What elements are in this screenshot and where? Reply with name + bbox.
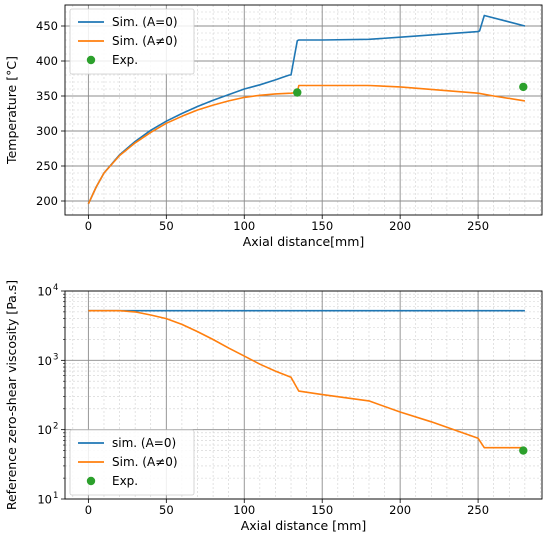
y-tick-label: 250 [36,159,58,173]
x-tick-label: 150 [311,503,333,517]
legend-label: sim. (A=0) [112,436,176,450]
x-tick-label: 0 [85,219,92,233]
legend-box [69,8,195,75]
legend-item: Sim. (A≠0) [78,34,178,48]
x-tick-label: 100 [233,219,255,233]
series-line-2 [87,84,526,205]
y-tick-base: 10 [37,285,52,299]
y-tick-base: 10 [37,423,52,437]
x-axis-label: Axial distance [mm] [241,518,367,533]
legend-label: Sim. (A≠0) [112,455,178,469]
legend-item: Sim. (A=0) [78,15,178,29]
legend-marker-swatch [86,476,96,486]
legend-item: sim. (A=0) [78,436,176,450]
x-tick-label: 150 [311,219,333,233]
legend-marker-swatch [86,55,96,65]
x-tick-label: 100 [233,503,255,517]
data-point [519,446,528,455]
y-tick-exponent: 4 [53,283,58,293]
x-tick-label: 250 [467,503,489,517]
y-tick-exponent: 1 [53,491,58,501]
data-point [293,88,302,97]
x-tick-label: 0 [85,503,92,517]
y-tick-label: 400 [36,54,58,68]
legend-item: Exp. [86,474,138,488]
x-tick-label: 50 [159,219,174,233]
temperature-plot: 0 50 100 150 200 250 200 250 300 350 400 450 Axial d… [4,4,543,249]
x-tick-label: 50 [159,503,174,517]
legend: Sim. (A=0) Sim. (A≠0) Exp. [69,8,195,75]
x-tick-label: 200 [389,503,411,517]
x-tick-label: 250 [467,219,489,233]
y-axis-label: Reference zero-shear viscosity [Pa.s] [4,280,19,510]
legend-box [69,429,195,496]
y-tick-label: 10 [37,493,52,507]
legend-item: Sim. (A≠0) [78,455,178,469]
y-tick-exponent: 2 [53,422,58,432]
y-tick-base: 10 [37,493,52,507]
x-axis-label: Axial distance[mm] [243,234,365,249]
legend-label: Exp. [112,53,138,67]
series-line-1 [87,14,526,205]
y-tick-label: 10 [37,423,52,437]
legend-label: Exp. [112,474,138,488]
legend: sim. (A=0) Sim. (A≠0) Exp. [69,429,195,496]
legend-label: Sim. (A≠0) [112,34,178,48]
plot-frame [64,4,543,216]
legend-label: Sim. (A=0) [112,15,178,29]
y-tick-label: 200 [36,194,58,208]
legend-item: Exp. [86,53,138,67]
series-line-2 [88,309,525,449]
plot-frame [64,290,543,500]
y-tick-label: 10 [37,285,52,299]
y-tick-exponent: 3 [53,352,58,362]
y-axis-label: Temperature [°C] [4,56,19,165]
y-tick-label: 300 [36,124,58,138]
x-tick-label: 200 [389,219,411,233]
y-tick-base: 10 [37,354,52,368]
y-tick-label: 350 [36,89,58,103]
y-tick-label: 450 [36,19,58,33]
data-point [519,82,528,92]
y-tick-label: 10 [37,354,52,368]
